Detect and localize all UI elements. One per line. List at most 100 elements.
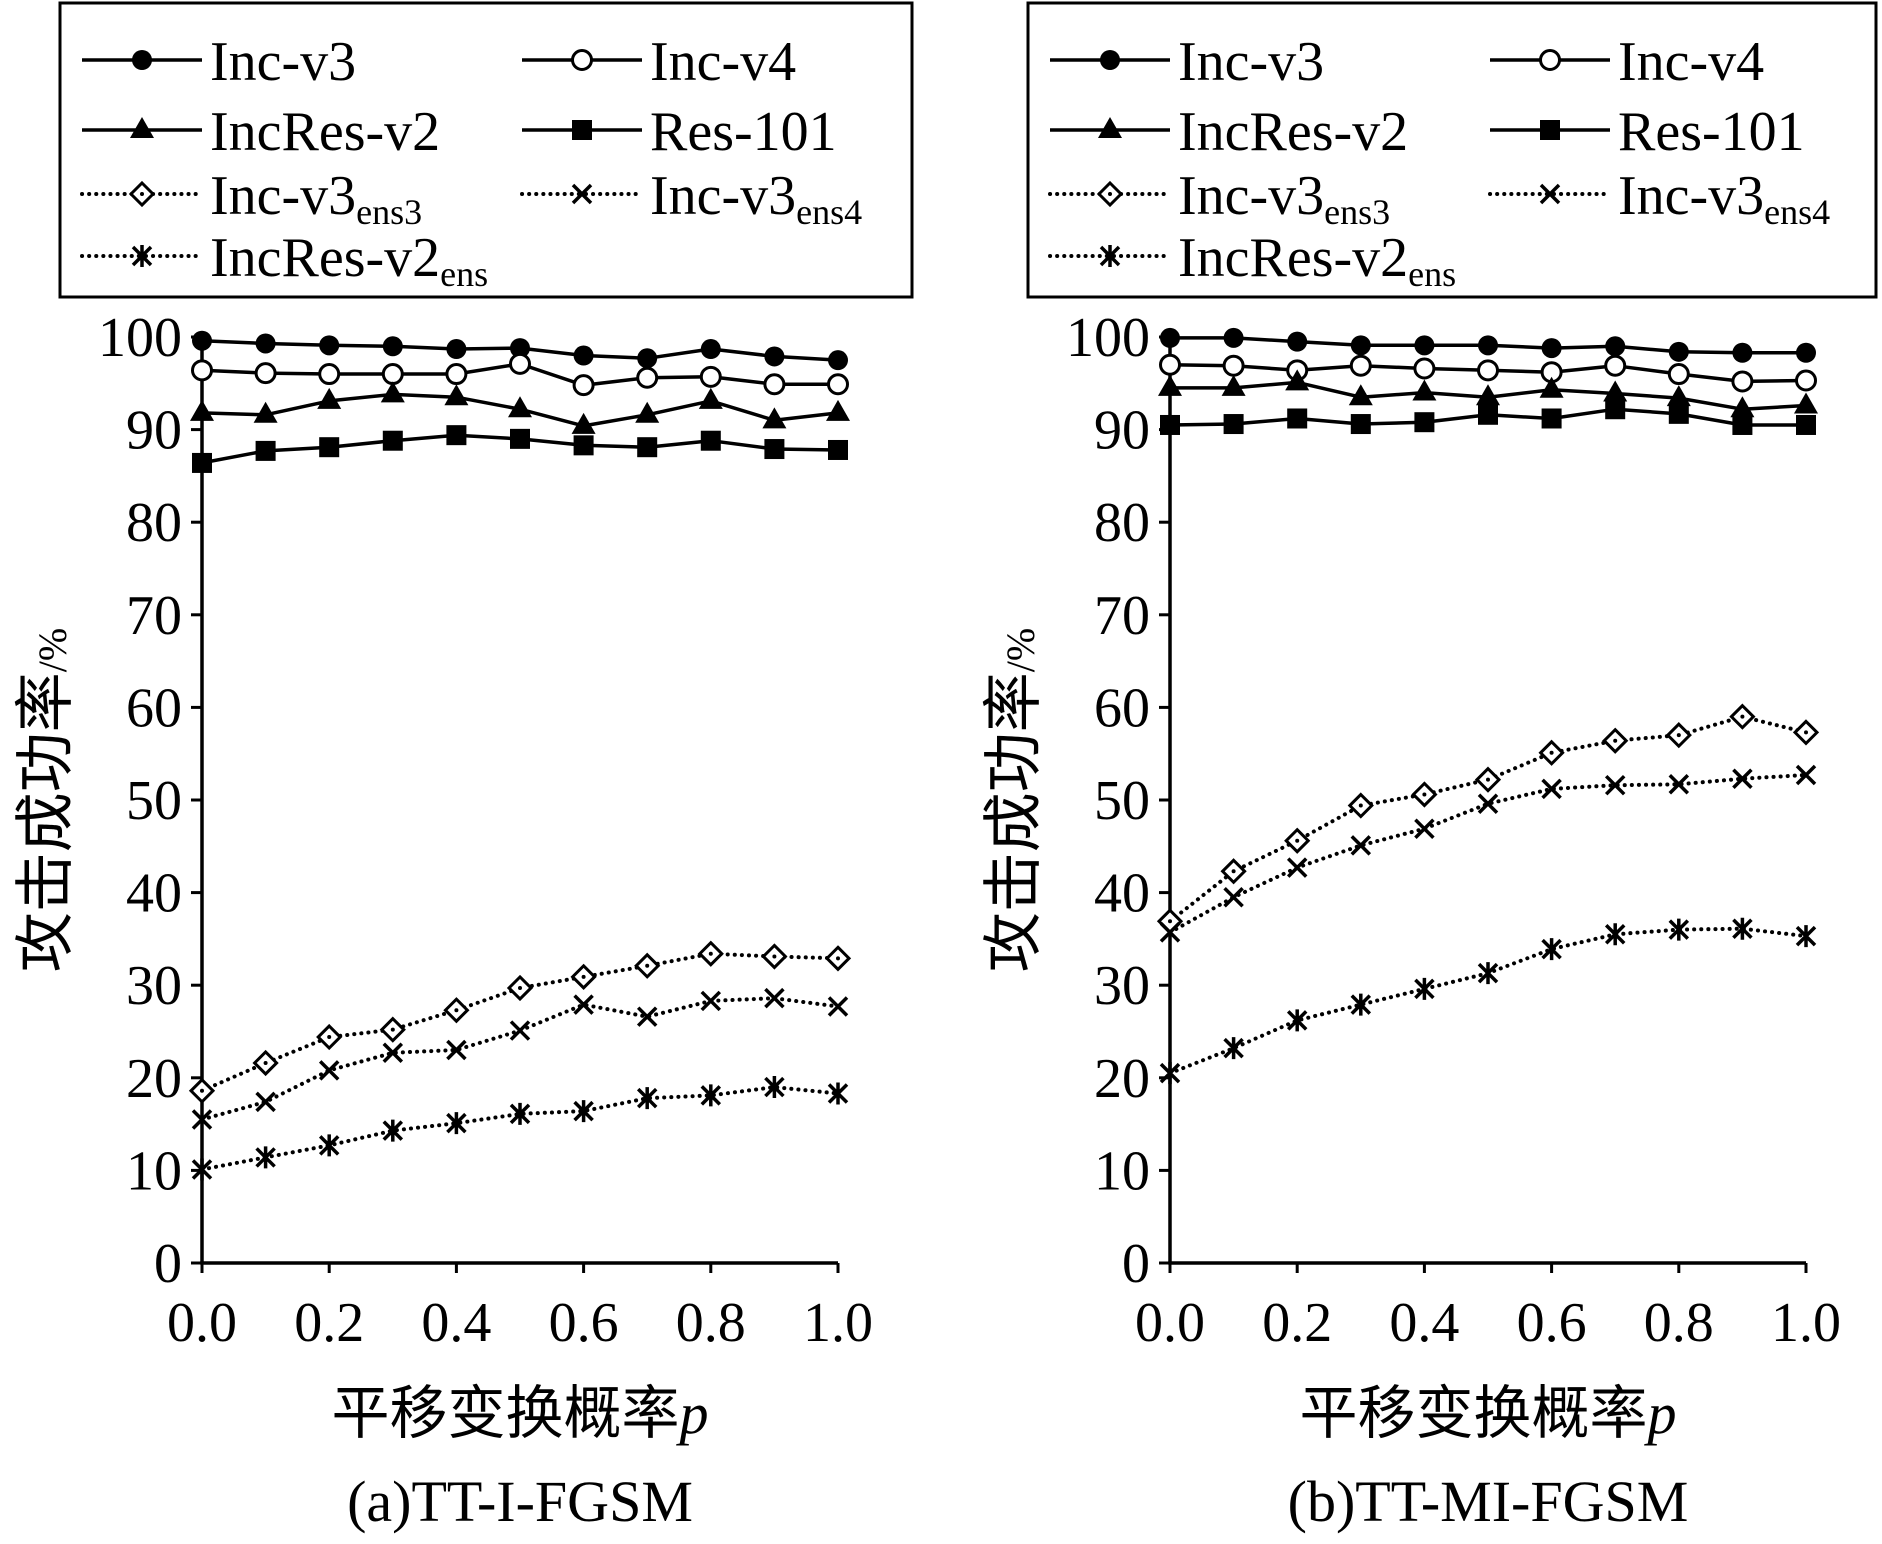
- marker-asterisk: [318, 1134, 340, 1157]
- legend-label-name: Inc-v3: [210, 165, 356, 227]
- y-tick-label: 50: [126, 770, 182, 832]
- series-line: [1168, 714, 1808, 924]
- marker-open-diamond: [1220, 858, 1247, 885]
- marker-open-circle: [1349, 354, 1372, 377]
- legend-entry: Inc-v3ens4: [520, 165, 862, 232]
- series-inc-v3: [1160, 327, 1816, 363]
- marker-filled-triangle: [826, 399, 850, 421]
- marker-x-cross: [827, 996, 849, 1017]
- y-axis-label: 攻击成功率/%: [981, 628, 1047, 972]
- y-tick-label: 10: [1094, 1140, 1150, 1202]
- marker-x-cross: [1223, 886, 1244, 908]
- marker-open-circle: [699, 365, 722, 388]
- marker-filled-circle: [1668, 341, 1689, 362]
- x-tick-label: 0.6: [549, 1292, 619, 1354]
- y-tick-label: 0: [1122, 1233, 1150, 1295]
- y-tick-label: 100: [1066, 307, 1150, 369]
- y-axis-label-unit: /%: [998, 628, 1043, 672]
- marker-filled-triangle: [444, 384, 469, 406]
- marker-open-diamond: [379, 1016, 406, 1043]
- marker-filled-square: [192, 452, 212, 473]
- legend-label-name: Res-101: [1618, 101, 1805, 163]
- series-inc-v4: [191, 352, 849, 397]
- marker-filled-circle: [319, 335, 340, 356]
- legend-label: Inc-v3: [210, 31, 356, 93]
- marker-open-circle: [509, 352, 531, 375]
- marker-open-circle: [1795, 369, 1817, 392]
- marker-filled-square: [637, 437, 658, 458]
- series-incres-v2: [1158, 369, 1818, 418]
- x-tick-label: 0.4: [1389, 1292, 1459, 1354]
- marker-filled-triangle: [190, 399, 214, 421]
- series-line: [200, 1085, 840, 1172]
- marker-filled-circle: [132, 50, 152, 70]
- legend-label: IncRes-v2: [1178, 101, 1408, 163]
- legend-label-subscript: ens3: [1324, 192, 1390, 232]
- marker-open-circle: [1731, 370, 1754, 393]
- legend-label: Inc-v4: [650, 31, 796, 93]
- marker-filled-circle: [1541, 338, 1562, 359]
- legend-label-name: Inc-v3: [1178, 165, 1324, 227]
- marker-open-circle: [381, 363, 404, 386]
- marker-filled-square: [1732, 414, 1753, 435]
- marker-filled-square: [319, 437, 340, 458]
- marker-filled-square: [1414, 412, 1435, 433]
- series-res-101: [192, 425, 848, 473]
- marker-filled-triangle: [1348, 384, 1373, 406]
- y-tick-label: 70: [1094, 585, 1150, 647]
- marker-asterisk: [131, 245, 153, 267]
- y-tick-label: 0: [154, 1233, 182, 1295]
- legend-entry: IncRes-v2ens: [80, 227, 488, 294]
- marker-x-cross: [1414, 818, 1435, 839]
- marker-x-cross: [318, 1060, 340, 1081]
- marker-open-diamond: [634, 952, 661, 979]
- x-tick-label: 0.6: [1517, 1292, 1587, 1354]
- marker-open-circle: [636, 366, 659, 389]
- marker-asterisk: [191, 1158, 213, 1181]
- legend-label: IncRes-v2ens: [210, 227, 488, 294]
- marker-x-cross: [1732, 768, 1753, 789]
- marker-filled-circle: [700, 339, 721, 360]
- marker-asterisk: [764, 1076, 785, 1099]
- marker-filled-circle: [1478, 335, 1498, 356]
- marker-filled-triangle: [130, 117, 154, 138]
- x-axis-label-text: 平移变换概率: [1299, 1381, 1647, 1446]
- series-inc-v4: [1159, 353, 1817, 393]
- marker-filled-square: [700, 430, 721, 451]
- marker-asterisk: [1668, 918, 1690, 941]
- marker-filled-square: [1350, 414, 1371, 435]
- y-tick-label: 30: [1094, 955, 1150, 1017]
- marker-asterisk: [1286, 1009, 1308, 1032]
- legend-label: Inc-v3ens4: [1618, 165, 1830, 232]
- x-axis-label-variable: p: [1644, 1381, 1677, 1446]
- marker-open-diamond: [1096, 180, 1124, 208]
- marker-filled-triangle: [635, 401, 660, 423]
- marker-filled-circle: [1100, 50, 1120, 70]
- legend-label: Inc-v3ens3: [1178, 165, 1390, 232]
- marker-open-circle: [318, 363, 341, 386]
- marker-x-cross: [764, 987, 785, 1009]
- marker-filled-square: [828, 439, 848, 460]
- legend-entry: Inc-v4: [1490, 31, 1764, 93]
- marker-filled-circle: [1732, 342, 1753, 363]
- x-axis-label-text: 平移变换概率: [331, 1381, 679, 1446]
- marker-asterisk: [1099, 245, 1121, 267]
- marker-open-circle: [1539, 49, 1561, 71]
- marker-filled-square: [446, 425, 467, 446]
- marker-x-cross: [446, 1039, 467, 1061]
- marker-x-cross: [700, 990, 722, 1012]
- x-axis-label-variable: p: [676, 1381, 709, 1446]
- legend-entry: Inc-v3: [1050, 31, 1324, 93]
- marker-x-cross: [1604, 774, 1626, 796]
- marker-filled-triangle: [253, 401, 278, 423]
- y-tick-label: 40: [1094, 863, 1150, 925]
- legend-label-name: IncRes-v2: [210, 227, 440, 289]
- marker-filled-square: [1478, 404, 1498, 425]
- marker-asterisk: [1159, 1062, 1181, 1085]
- marker-filled-circle: [637, 348, 658, 369]
- marker-filled-square: [510, 428, 530, 449]
- series-inc-v3-ens4: [191, 987, 849, 1130]
- legend-label-name: Inc-v3: [1618, 165, 1764, 227]
- legend-entry: Res-101: [522, 101, 837, 163]
